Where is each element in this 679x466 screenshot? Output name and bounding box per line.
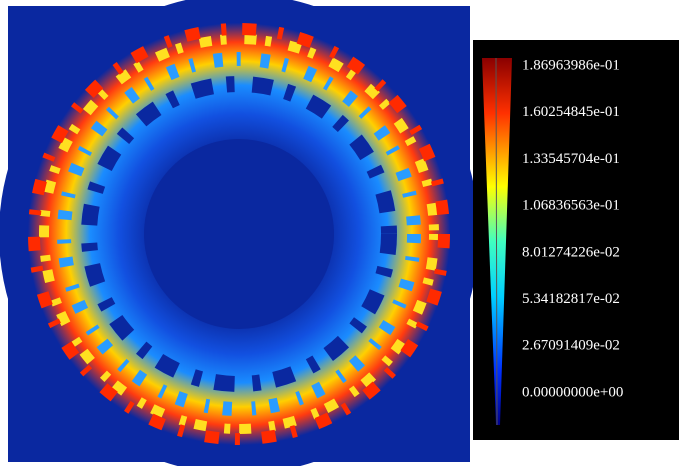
tick-label: 1.86963986e-01 <box>522 57 620 73</box>
field-image <box>0 0 479 466</box>
tick-label: 5.34182817e-02 <box>522 291 620 307</box>
tick-label: 1.06836563e-01 <box>522 198 620 214</box>
colorbar-edge <box>495 57 498 426</box>
tick-label: 8.01274226e-02 <box>522 244 620 260</box>
tick-label: 0.00000000e+00 <box>522 384 623 400</box>
tick-label: 2.67091409e-02 <box>522 338 620 354</box>
tick-label: 1.33545704e-01 <box>522 151 620 167</box>
tick-label: 1.60254845e-01 <box>522 104 620 120</box>
